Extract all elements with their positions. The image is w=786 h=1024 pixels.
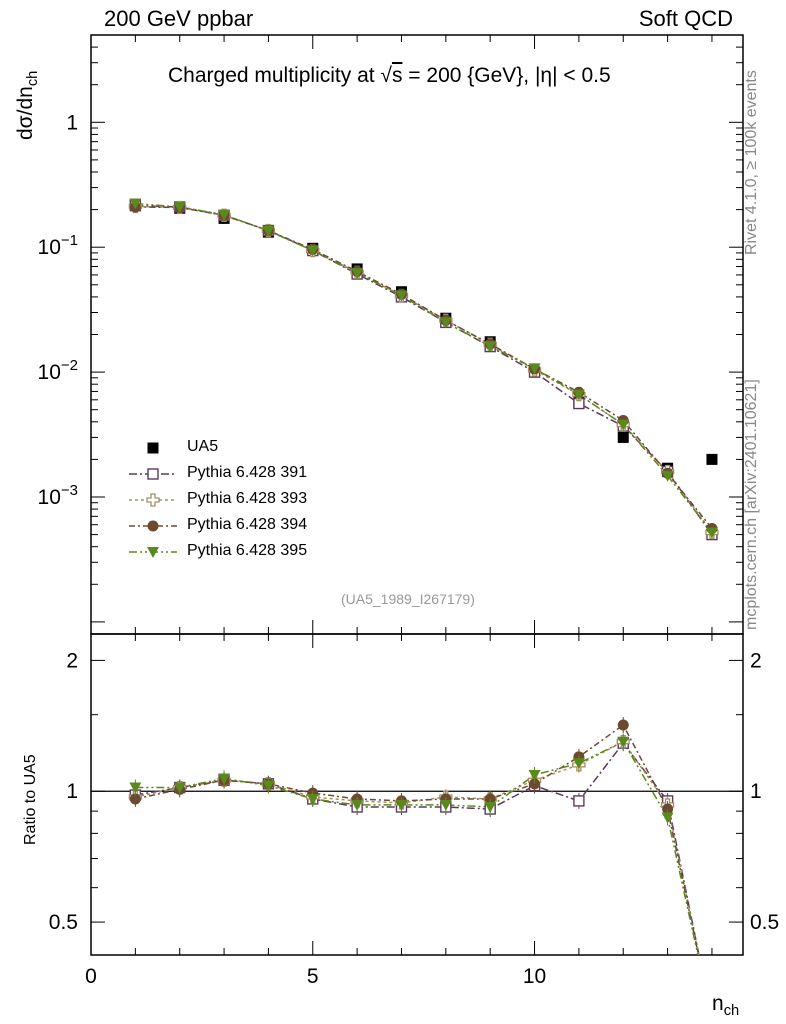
bottom-panel-frame — [90, 633, 744, 956]
data-point-p395 — [484, 341, 497, 353]
legend-marker-p393 — [146, 493, 160, 507]
data-point-p395 — [439, 317, 452, 329]
ratio-point-p395 — [262, 780, 275, 792]
ratio-point-p395 — [572, 758, 585, 770]
data-point-p395 — [262, 225, 275, 237]
data-point-p395 — [572, 389, 585, 401]
legend-label-p394: Pythia 6.428 394 — [187, 516, 308, 533]
data-point-p395 — [617, 419, 630, 431]
ratio-line-p394 — [135, 723, 700, 955]
ratio-line-p395 — [135, 740, 699, 955]
series-line-p395 — [135, 202, 713, 533]
data-point-p395 — [218, 209, 231, 221]
y-tick-label: 10−1 — [38, 232, 78, 259]
data-point-p395 — [661, 470, 674, 482]
title-sqrt-s: s — [391, 64, 403, 87]
ratio-point-p395 — [129, 782, 142, 794]
legend-label-p393: Pythia 6.428 393 — [187, 490, 308, 507]
analysis-id: (UA5_1989_I267179) — [341, 591, 475, 607]
title-suffix: = 200 {GeV}, |η| < 0.5 — [402, 64, 611, 87]
legend-label-p395: Pythia 6.428 395 — [187, 542, 308, 559]
legend-marker-p391 — [147, 468, 159, 480]
y-tick-label: 10−3 — [38, 482, 78, 509]
ratio-point-p395 — [484, 801, 497, 813]
data-point-data — [617, 431, 629, 443]
legend-label-data: UA5 — [187, 438, 219, 455]
ratio-point-p394 — [617, 719, 629, 731]
ratio-point-p395 — [661, 812, 674, 824]
ratio-point-p391 — [573, 795, 585, 807]
data-point-p395 — [129, 198, 142, 210]
ratio-y-tick-label-right: 0.5 — [750, 911, 779, 934]
ratio-y-tick-label-left: 0.5 — [49, 911, 78, 934]
ratio-y-tick-label-left: 1 — [66, 780, 78, 803]
ratio-point-p395 — [439, 799, 452, 811]
ratio-point-p395 — [617, 736, 630, 748]
ratio-point-p395 — [395, 799, 408, 811]
series-line-p393 — [135, 205, 713, 533]
ratio-y-tick-label-right: 1 — [750, 780, 762, 803]
data-point-p395 — [705, 527, 718, 539]
x-axis-label-sub: ch — [723, 1003, 740, 1020]
x-tick-label: 10 — [523, 965, 546, 988]
x-tick-label: 5 — [307, 965, 319, 988]
series-line-p394 — [135, 206, 713, 529]
data-point-p395 — [306, 245, 319, 257]
x-axis-label-main: n — [712, 992, 724, 1015]
legend-marker-p395 — [147, 547, 159, 558]
data-point-p395 — [395, 290, 408, 302]
ratio-point-p394 — [484, 793, 496, 805]
ratio-point-p394 — [662, 803, 674, 815]
series-line-p391 — [135, 204, 713, 536]
ratio-point-p395 — [173, 782, 186, 794]
ratio-y-tick-label-left: 2 — [66, 649, 78, 672]
title-prefix: Charged multiplicity at — [168, 64, 381, 87]
legend-marker-data — [147, 442, 159, 454]
ratio-y-tick-label-right: 2 — [750, 649, 762, 672]
ratio-point-p395 — [351, 799, 364, 811]
y-tick-label: 1 — [66, 111, 78, 134]
legend-label-p391: Pythia 6.428 391 — [187, 464, 308, 481]
data-point-p395 — [351, 268, 364, 280]
data-point-data — [706, 453, 718, 465]
y-tick-label: 10−2 — [38, 357, 78, 384]
ratio-point-p395 — [218, 773, 231, 785]
title-sqrt-sign: √ — [380, 64, 392, 87]
ratio-point-p394 — [529, 778, 541, 790]
x-tick-label: 0 — [85, 965, 97, 988]
chart-title: Charged multiplicity at √s = 200 {GeV}, … — [168, 64, 611, 88]
header-right: Soft QCD — [638, 6, 733, 31]
data-point-p395 — [528, 363, 541, 375]
x-axis-label: nch — [712, 992, 739, 1019]
header-left: 200 GeV ppbar — [104, 6, 254, 31]
legend-marker-p394 — [147, 520, 159, 532]
ratio-point-p395 — [306, 793, 319, 805]
ratio-point-p394 — [129, 793, 141, 805]
data-point-p395 — [173, 201, 186, 213]
ratio-point-p395 — [528, 769, 541, 781]
